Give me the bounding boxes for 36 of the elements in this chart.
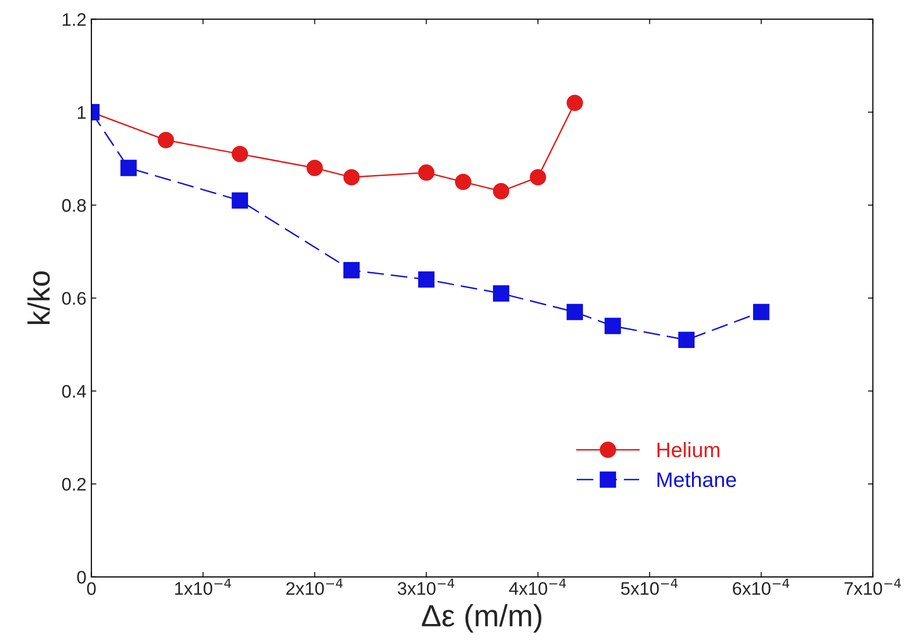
y-tick-label: 0.6 <box>62 292 86 305</box>
y-tick-label: 1 <box>78 106 86 119</box>
y-tick-label: 0.8 <box>62 199 86 212</box>
point <box>343 169 360 186</box>
legend-label: Methane <box>658 472 736 488</box>
point <box>566 94 583 112</box>
y-tick-label: 0.4 <box>62 384 86 398</box>
point <box>418 164 434 181</box>
x-tick-label: 3x10$^{−4}$ <box>398 578 454 595</box>
y-axis-title: k/ko <box>27 271 50 324</box>
point <box>343 262 360 278</box>
point <box>232 192 248 209</box>
point <box>566 304 583 320</box>
legend-label: Helium <box>658 442 720 458</box>
point <box>678 332 695 348</box>
point <box>492 183 510 200</box>
x-tick-label: 7x10$^{−4}$ <box>844 578 901 595</box>
point <box>158 132 174 148</box>
x-tick-label: 0 <box>87 582 96 596</box>
point <box>530 169 546 186</box>
point <box>418 271 434 288</box>
point <box>492 285 510 302</box>
point <box>232 146 248 162</box>
x-tick-label: 4x10$^{−4}$ <box>509 578 566 595</box>
point <box>753 304 770 320</box>
x-tick-label: 5x10$^{−4}$ <box>621 578 678 595</box>
point <box>604 318 621 334</box>
y-tick-label: 0.2 <box>62 478 86 491</box>
y-tick-label: 1.2 <box>62 13 86 26</box>
point <box>306 160 323 176</box>
point <box>120 160 137 176</box>
x-tick-label: 2x10$^{−4}$ <box>286 578 343 595</box>
x-tick-label: 6x10$^{−4}$ <box>732 578 790 595</box>
point <box>455 174 472 190</box>
x-axis-title: Δε (m/m) <box>422 604 542 633</box>
x-tick-label: 1x10$^{−4}$ <box>175 578 232 595</box>
